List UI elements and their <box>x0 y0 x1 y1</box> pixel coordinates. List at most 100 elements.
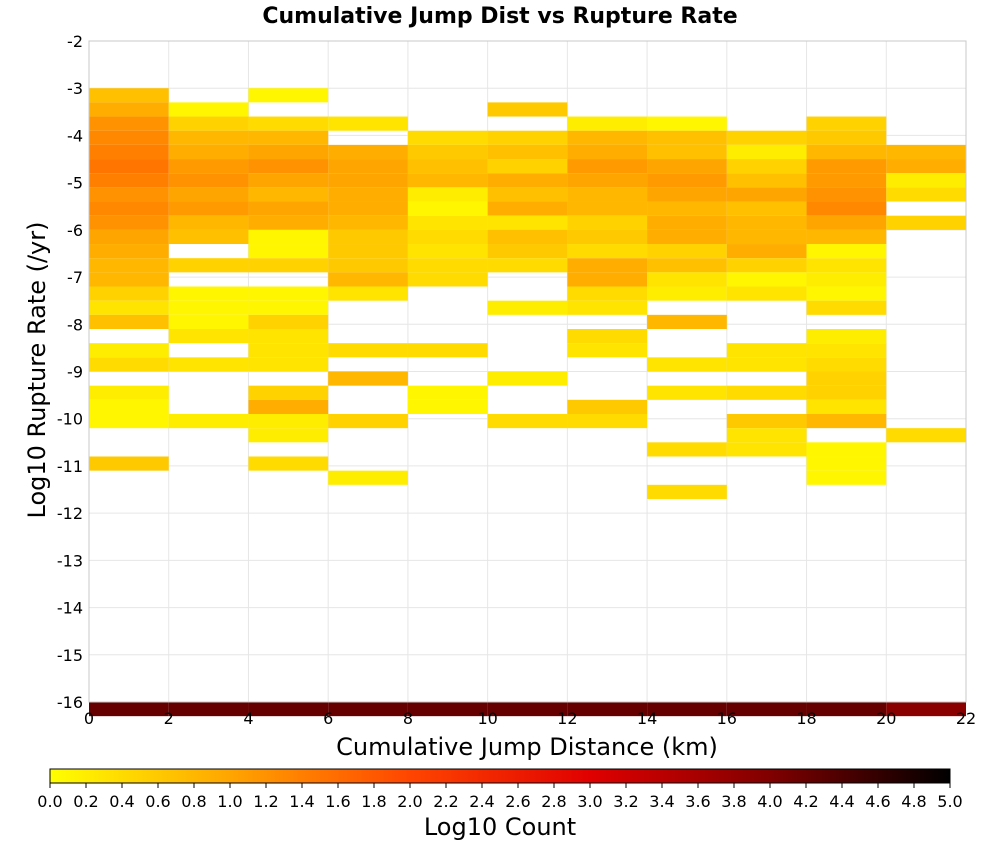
y-tick-label: -13 <box>57 551 83 570</box>
heatmap-cell <box>168 159 249 174</box>
heatmap-cell <box>726 229 807 245</box>
heatmap-cell <box>567 413 648 429</box>
y-tick-label: -6 <box>67 221 83 240</box>
heatmap-cell <box>328 187 408 202</box>
heatmap-cell <box>567 144 648 160</box>
heatmap-cell <box>248 343 329 358</box>
heatmap-cell <box>328 229 408 245</box>
heatmap-cell <box>487 144 568 160</box>
heatmap-cell <box>567 272 648 287</box>
heatmap-cell <box>647 286 727 301</box>
heatmap-cell <box>328 343 408 358</box>
heatmap-cell <box>248 357 329 372</box>
heatmap-cell <box>248 399 329 414</box>
heatmap-cell <box>806 272 887 287</box>
heatmap-cell <box>886 187 966 202</box>
heatmap-cell <box>567 286 648 301</box>
heatmap-cell <box>567 201 648 216</box>
heatmap-cell <box>726 258 807 273</box>
colorbar-label: Log10 Count <box>424 813 576 841</box>
colorbar-tick-label: 1.8 <box>361 792 386 811</box>
heatmap-cell <box>168 116 249 131</box>
heatmap-cell <box>647 201 727 216</box>
heatmap-cell <box>168 413 249 429</box>
heatmap-cell <box>806 159 887 174</box>
x-tick-label: 0 <box>84 709 94 728</box>
heatmap-cell <box>567 329 648 344</box>
colorbar-tick-label: 4.0 <box>757 792 782 811</box>
heatmap-cell <box>89 399 169 414</box>
heatmap-cell <box>407 144 488 160</box>
colorbar-tick-label: 0.8 <box>181 792 206 811</box>
heatmap-cell <box>647 229 727 245</box>
heatmap-cell <box>248 88 329 103</box>
heatmap-cell <box>647 702 727 717</box>
heatmap-cell <box>647 385 727 400</box>
heatmap-cell <box>407 130 488 145</box>
colorbar-tick-label: 2.6 <box>505 792 530 811</box>
x-tick-label: 4 <box>243 709 253 728</box>
heatmap-cell <box>567 215 648 230</box>
heatmap-cell <box>806 116 887 131</box>
heatmap-cell <box>89 173 169 188</box>
heatmap-cell <box>407 173 488 188</box>
heatmap-cell <box>89 187 169 202</box>
heatmap-cell <box>487 371 568 386</box>
y-tick-label: -5 <box>67 174 83 193</box>
heatmap-cell <box>407 258 488 273</box>
x-tick-label: 10 <box>477 709 497 728</box>
heatmap-cell <box>407 244 488 259</box>
heatmap-cell <box>726 130 807 145</box>
heatmap-cell <box>248 413 329 429</box>
heatmap-cell <box>886 215 966 230</box>
colorbar-tick-label: 0.4 <box>109 792 134 811</box>
x-tick-label: 14 <box>637 709 657 728</box>
heatmap-cell <box>89 357 169 372</box>
heatmap-cell <box>487 130 568 145</box>
heatmap-cell <box>328 272 408 287</box>
heatmap-cell <box>806 144 887 160</box>
colorbar-tick-label: 0.6 <box>145 792 170 811</box>
heatmap-cell <box>806 399 887 414</box>
heatmap-cell <box>248 702 329 717</box>
heatmap-cell <box>567 702 648 717</box>
heatmap-cell <box>806 130 887 145</box>
heatmap-cell <box>407 343 488 358</box>
colorbar-tick-label: 3.6 <box>685 792 710 811</box>
plot-frame <box>88 40 967 703</box>
heatmap-cell <box>328 215 408 230</box>
colorbar-tick-label: 3.0 <box>577 792 602 811</box>
heatmap-cell <box>647 187 727 202</box>
heatmap-cell <box>89 343 169 358</box>
heatmap-cell <box>726 442 807 457</box>
heatmap-cell <box>89 88 169 103</box>
heatmap-cell <box>248 116 329 131</box>
heatmap-cell <box>886 144 966 160</box>
heatmap-cell <box>806 215 887 230</box>
heatmap-cell <box>89 159 169 174</box>
heatmap-cell <box>328 413 408 429</box>
heatmap-cell <box>89 102 169 117</box>
heatmap-cell <box>407 215 488 230</box>
heatmap-cell <box>168 229 249 245</box>
heatmap-cell <box>89 116 169 131</box>
colorbar-tick-label: 4.2 <box>793 792 818 811</box>
heatmap-cell <box>168 300 249 315</box>
heatmap-cell <box>647 244 727 259</box>
heatmap-cell <box>886 173 966 188</box>
x-tick-label: 20 <box>876 709 896 728</box>
heatmap-cell <box>89 385 169 400</box>
y-tick-label: -11 <box>57 457 83 476</box>
heatmap-cell <box>248 314 329 330</box>
heatmap-cell <box>487 215 568 230</box>
heatmap-cell <box>726 215 807 230</box>
x-tick-label: 8 <box>403 709 413 728</box>
heatmap-cell <box>726 144 807 160</box>
heatmap-cell <box>89 201 169 216</box>
heatmap-cell <box>168 144 249 160</box>
chart-title: Cumulative Jump Dist vs Rupture Rate <box>262 4 737 29</box>
heatmap-cell <box>487 173 568 188</box>
heatmap-cell <box>328 173 408 188</box>
heatmap-cell <box>726 244 807 259</box>
